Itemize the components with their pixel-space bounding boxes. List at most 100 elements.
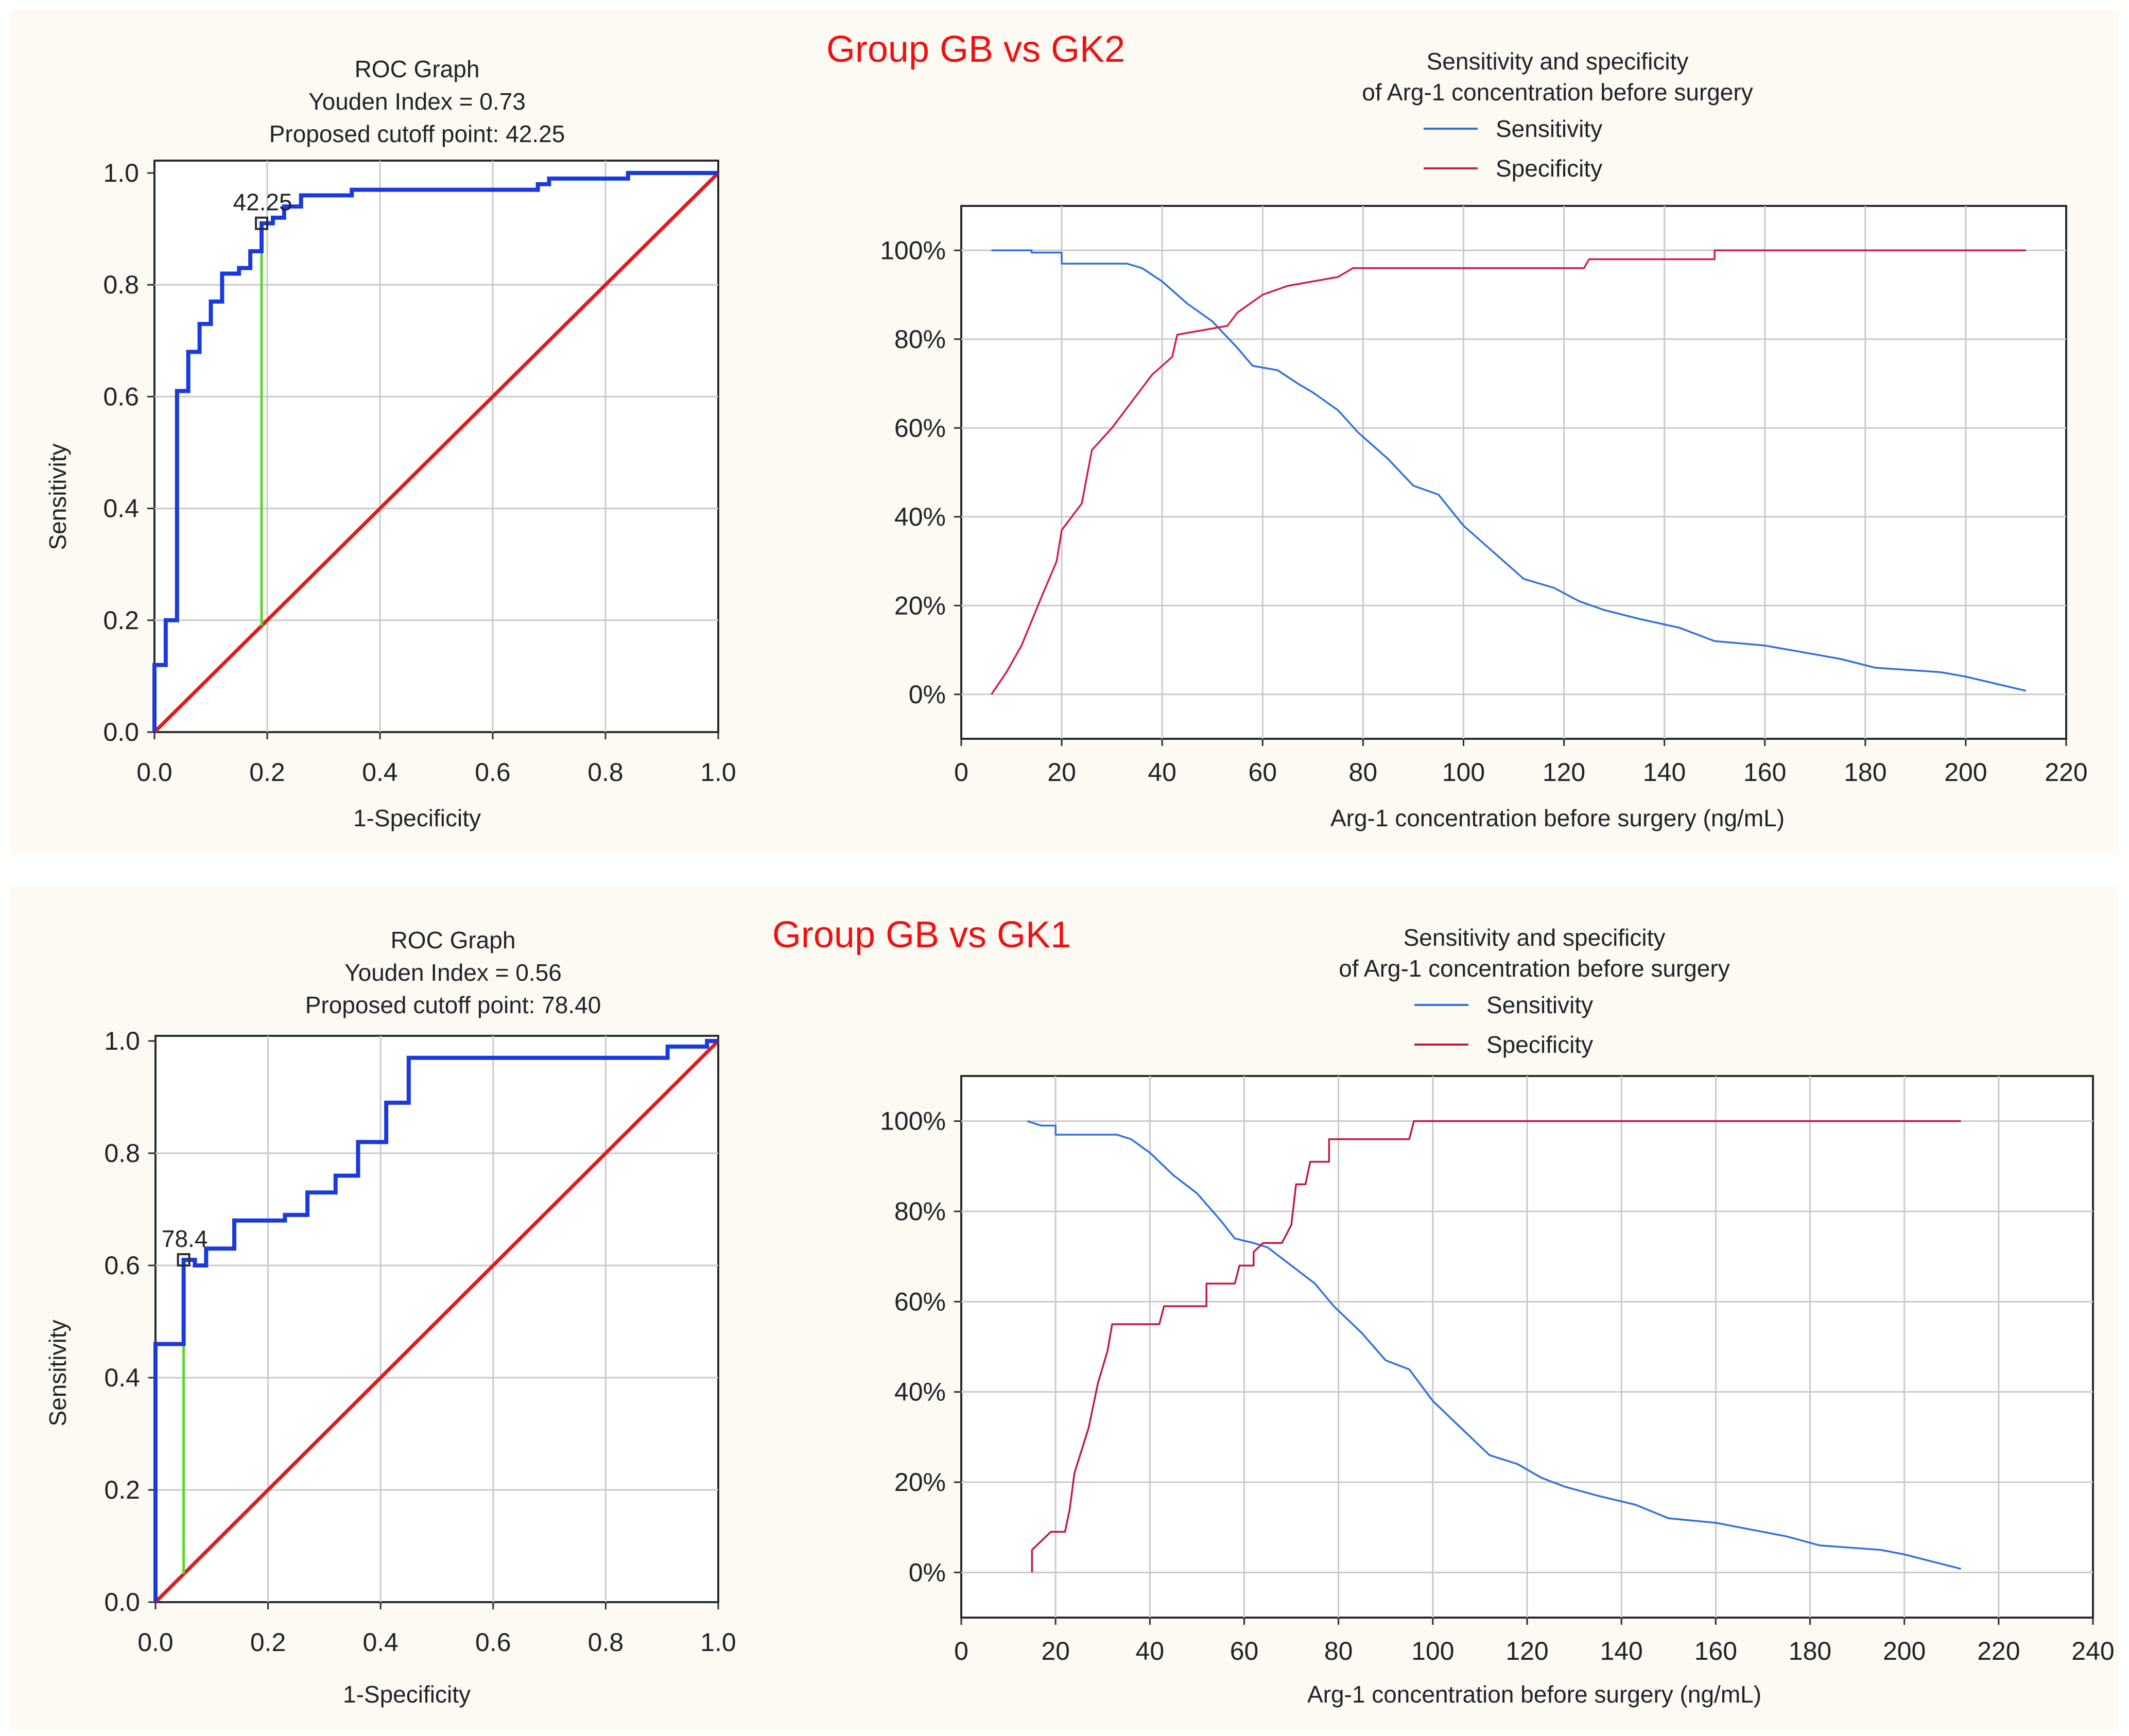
roc-x-axis-label: 1-Specificity [353,805,481,831]
sens-spec-ytick-label: 20% [894,591,946,620]
roc-x-axis-label: 1-Specificity [343,1681,471,1708]
roc-xtick-label: 0.0 [137,1628,174,1657]
sens-spec-xtick-label: 140 [1643,758,1686,787]
roc-xtick-label: 0.4 [362,758,398,787]
sens-spec-ytick-label: 80% [894,1197,946,1226]
sens-spec-ytick-label: 40% [894,502,946,531]
sens-spec-xtick-label: 100 [1411,1637,1454,1665]
sens-spec-plot-frame [960,205,2067,740]
roc-ytick-label: 1.0 [104,1027,140,1055]
panel-gb-vs-gk2: Group GB vs GK2 ROC Graph Youden Index = 0… [10,10,2119,855]
legend-label-sensitivity: Sensitivity [1486,992,1593,1018]
sens-spec-ytick-label: 0% [909,680,946,709]
sens-spec-xtick-label: 240 [2071,1637,2114,1665]
roc-title-line: Youden Index = 0.73 [308,88,526,115]
sens-spec-ytick-label: 40% [894,1378,946,1407]
roc-ytick-label: 0.2 [104,1475,140,1504]
roc-ytick-label: 0.8 [103,270,139,299]
sens-spec-title-line: of Arg-1 concentration before surgery [1339,955,1729,982]
sens-spec-ytick-label: 20% [894,1468,946,1497]
roc-xtick-label: 0.8 [587,758,624,787]
sens-spec-ytick-label: 60% [894,413,946,442]
roc-title-line: Proposed cutoff point: 42.25 [269,120,565,147]
roc-cutoff-marker [255,216,269,230]
roc-cutoff-marker [177,1253,191,1267]
series-line-sensitivity [1027,1120,1961,1570]
chart-panel-gb-vs-gk2: Group GB vs GK2 ROC Graph Youden Index = 0… [44,29,2088,831]
chart-panel-gb-vs-gk1: Group GB vs GK1 ROC Graph Youden Index = 0… [44,914,2115,1708]
sens-spec-xtick-label: 40 [1148,758,1176,787]
roc-title-line: Youden Index = 0.56 [344,959,562,986]
roc-cutoff-label: 42.25 [233,189,292,216]
sens-spec-xtick-label: 160 [1743,758,1786,787]
roc-xtick-label: 0.6 [475,1628,511,1657]
sens-spec-xtick-label: 180 [1789,1637,1831,1665]
roc-xtick-label: 0.2 [250,1628,286,1657]
roc-xtick-label: 0.6 [475,758,511,787]
sens-spec-xtick-label: 40 [1136,1637,1165,1665]
panel-gb-vs-gk1: Group GB vs GK1 ROC Graph Youden Index = 0… [10,887,2119,1731]
sens-spec-ytick-label: 100% [880,1107,946,1136]
sens-spec-xtick-label: 80 [1324,1637,1353,1665]
sens-spec-title-line: of Arg-1 concentration before surgery [1362,79,1753,106]
group-title: Group GB vs GK1 [772,914,1071,956]
roc-ytick-label: 0.8 [104,1139,140,1168]
sens-spec-xtick-label: 120 [1505,1637,1548,1665]
group-title: Group GB vs GK2 [826,29,1125,70]
roc-title-line: ROC Graph [355,56,480,82]
sens-spec-xtick-label: 80 [1349,758,1378,787]
roc-cutoff-label: 78.4 [162,1225,208,1252]
roc-title-line: ROC Graph [391,927,516,953]
sens-spec-ytick-label: 60% [894,1287,946,1316]
sens-spec-xtick-label: 60 [1230,1637,1259,1665]
roc-ytick-label: 0.0 [104,1588,140,1617]
roc-reference-line [154,1039,720,1604]
sens-spec-xtick-label: 60 [1248,758,1277,787]
roc-ytick-label: 0.4 [103,494,139,523]
sens-spec-xtick-label: 220 [2045,758,2087,787]
sens-spec-xtick-label: 140 [1600,1637,1642,1665]
roc-ytick-label: 0.2 [103,606,139,635]
sens-spec-ytick-label: 100% [880,236,946,265]
sens-spec-xtick-label: 0 [954,1637,968,1665]
roc-ytick-label: 0.0 [103,718,139,747]
legend-label-sensitivity: Sensitivity [1496,115,1602,142]
sens-spec-xtick-label: 20 [1041,1637,1070,1665]
roc-xtick-label: 0.2 [249,758,285,787]
sens-spec-xtick-label: 20 [1047,758,1076,787]
roc-y-axis-label: Sensitivity [44,1320,71,1426]
roc-title-line: Proposed cutoff point: 78.40 [305,992,601,1018]
series-line-specificity [991,249,2026,695]
sens-spec-xtick-label: 120 [1543,758,1585,787]
sens-spec-xtick-label: 180 [1844,758,1886,787]
roc-xtick-label: 0.0 [136,758,172,787]
roc-curve-line [152,171,718,732]
series-line-specificity [1031,1120,1961,1573]
sens-spec-x-axis-label: Arg-1 concentration before surgery (ng/m… [1330,805,1785,831]
roc-ytick-label: 0.4 [104,1363,140,1392]
sens-spec-title-line: Sensitivity and specificity [1404,924,1666,951]
roc-y-axis-label: Sensitivity [44,443,71,550]
roc-curve-line [153,1039,718,1602]
roc-ytick-label: 0.6 [104,1251,140,1280]
sens-spec-xtick-label: 160 [1694,1637,1737,1665]
roc-reference-line [153,171,720,734]
sens-spec-title-line: Sensitivity and specificity [1427,48,1689,75]
legend-label-specificity: Specificity [1496,155,1602,182]
sens-spec-xtick-label: 0 [954,758,968,787]
roc-xtick-label: 0.8 [588,1628,624,1657]
sens-spec-xtick-label: 200 [1883,1637,1926,1665]
legend-label-specificity: Specificity [1486,1031,1593,1058]
sens-spec-x-axis-label: Arg-1 concentration before surgery (ng/m… [1307,1681,1761,1708]
roc-xtick-label: 1.0 [700,1628,736,1657]
roc-xtick-label: 0.4 [362,1628,399,1657]
series-line-sensitivity [991,249,2027,692]
sens-spec-xtick-label: 200 [1944,758,1987,787]
sens-spec-ytick-label: 80% [894,325,946,354]
sens-spec-ytick-label: 0% [909,1558,946,1587]
roc-xtick-label: 1.0 [700,758,736,787]
roc-plot-frame [154,1035,719,1603]
roc-ytick-label: 0.6 [103,382,139,411]
roc-ytick-label: 1.0 [103,159,139,187]
sens-spec-xtick-label: 100 [1442,758,1485,787]
